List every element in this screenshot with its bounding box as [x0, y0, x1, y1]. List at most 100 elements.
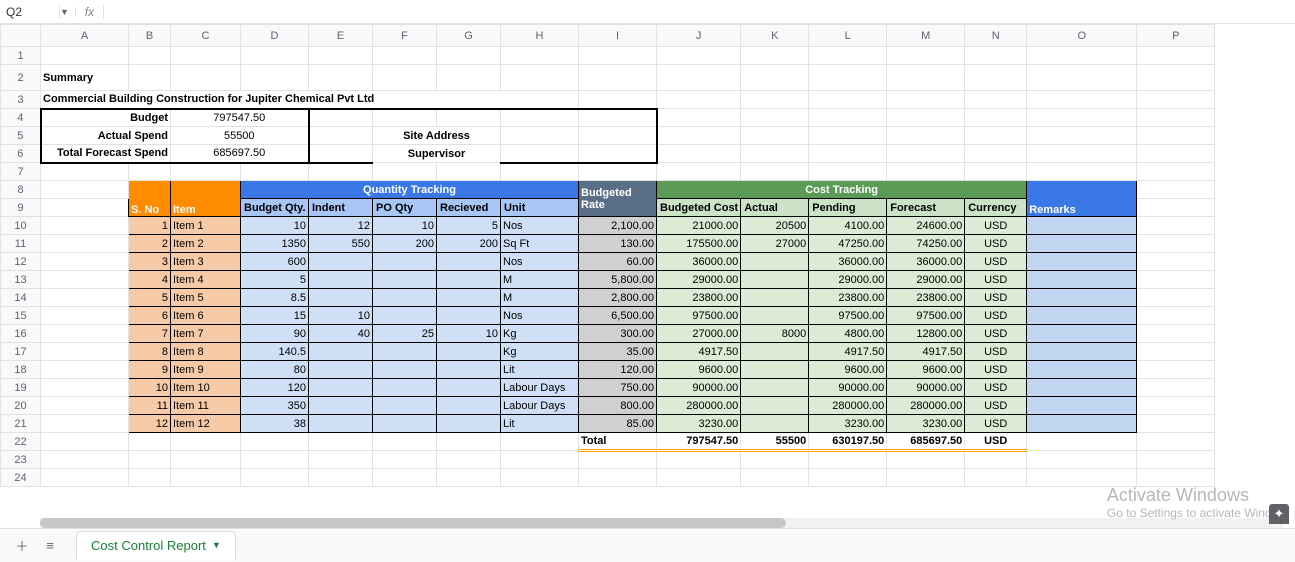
- cell[interactable]: [309, 163, 373, 181]
- cell[interactable]: [501, 145, 579, 163]
- data-cell[interactable]: 800.00: [579, 397, 657, 415]
- data-cell[interactable]: 200: [373, 235, 437, 253]
- row-header[interactable]: 7: [1, 163, 41, 181]
- horizontal-scrollbar[interactable]: [40, 518, 1283, 528]
- data-cell[interactable]: 9600.00: [809, 361, 887, 379]
- data-cell[interactable]: 5: [437, 217, 501, 235]
- data-cell[interactable]: Nos: [501, 307, 579, 325]
- column-header[interactable]: G: [437, 25, 501, 47]
- cell[interactable]: [501, 469, 579, 487]
- data-cell[interactable]: Item 4: [171, 271, 241, 289]
- cell[interactable]: [171, 433, 241, 451]
- data-cell[interactable]: 4100.00: [809, 217, 887, 235]
- cell[interactable]: [579, 145, 657, 163]
- formula-input[interactable]: [104, 2, 1295, 22]
- data-cell[interactable]: [373, 271, 437, 289]
- data-cell[interactable]: Kg: [501, 325, 579, 343]
- data-cell[interactable]: 5,800.00: [579, 271, 657, 289]
- data-cell[interactable]: 11: [129, 397, 171, 415]
- cell[interactable]: [887, 163, 965, 181]
- data-cell[interactable]: [437, 379, 501, 397]
- row-header[interactable]: 8: [1, 181, 41, 199]
- column-header[interactable]: I: [579, 25, 657, 47]
- cell[interactable]: [129, 433, 171, 451]
- cell[interactable]: [41, 289, 129, 307]
- data-cell[interactable]: 74250.00: [887, 235, 965, 253]
- data-cell[interactable]: 750.00: [579, 379, 657, 397]
- cell[interactable]: [41, 217, 129, 235]
- cell[interactable]: [129, 163, 171, 181]
- data-cell[interactable]: 5: [129, 289, 171, 307]
- row-header[interactable]: 4: [1, 109, 41, 127]
- cell[interactable]: [241, 469, 309, 487]
- data-cell[interactable]: 1: [129, 217, 171, 235]
- column-header[interactable]: A: [41, 25, 129, 47]
- cell[interactable]: [1137, 325, 1215, 343]
- data-cell[interactable]: [309, 415, 373, 433]
- data-cell[interactable]: [373, 379, 437, 397]
- data-cell[interactable]: 6,500.00: [579, 307, 657, 325]
- cell[interactable]: [501, 163, 579, 181]
- cell[interactable]: [129, 469, 171, 487]
- cell[interactable]: [657, 469, 741, 487]
- cell[interactable]: [41, 271, 129, 289]
- data-cell[interactable]: [1027, 361, 1137, 379]
- cell[interactable]: [965, 91, 1027, 109]
- totals-value[interactable]: 685697.50: [887, 433, 965, 451]
- cell[interactable]: [1137, 163, 1215, 181]
- data-cell[interactable]: 120.00: [579, 361, 657, 379]
- data-cell[interactable]: 23800.00: [887, 289, 965, 307]
- data-cell[interactable]: [1027, 415, 1137, 433]
- data-cell[interactable]: 23800.00: [809, 289, 887, 307]
- data-cell[interactable]: [1027, 397, 1137, 415]
- column-header[interactable]: P: [1137, 25, 1215, 47]
- cell[interactable]: [1027, 47, 1137, 65]
- cell[interactable]: [809, 145, 887, 163]
- data-cell[interactable]: 200: [437, 235, 501, 253]
- data-cell[interactable]: 36000.00: [657, 253, 741, 271]
- data-cell[interactable]: 2,100.00: [579, 217, 657, 235]
- group-header-quantity[interactable]: Quantity Tracking: [241, 181, 579, 199]
- cell[interactable]: [965, 47, 1027, 65]
- sheet-tab-caret-icon[interactable]: ▼: [212, 540, 221, 550]
- cell[interactable]: [41, 361, 129, 379]
- summary-subtitle[interactable]: Commercial Building Construction for Jup…: [41, 91, 579, 109]
- cell[interactable]: [437, 109, 501, 127]
- col-header-sno[interactable]: S. No: [129, 181, 171, 217]
- data-cell[interactable]: [309, 343, 373, 361]
- cell[interactable]: [741, 469, 809, 487]
- cell[interactable]: [741, 109, 809, 127]
- data-cell[interactable]: 2,800.00: [579, 289, 657, 307]
- cell[interactable]: [309, 433, 373, 451]
- cell[interactable]: [965, 145, 1027, 163]
- row-header[interactable]: 22: [1, 433, 41, 451]
- cell[interactable]: [579, 451, 657, 469]
- cell[interactable]: [657, 145, 741, 163]
- cell[interactable]: [887, 65, 965, 91]
- name-box-caret-icon[interactable]: ▼: [60, 7, 76, 17]
- cell[interactable]: [1027, 127, 1137, 145]
- data-cell[interactable]: 90000.00: [657, 379, 741, 397]
- data-cell[interactable]: 25: [373, 325, 437, 343]
- cell[interactable]: [171, 469, 241, 487]
- column-header[interactable]: K: [741, 25, 809, 47]
- row-header[interactable]: 11: [1, 235, 41, 253]
- cell[interactable]: [1027, 65, 1137, 91]
- cell[interactable]: [965, 109, 1027, 127]
- data-cell[interactable]: USD: [965, 379, 1027, 397]
- data-cell[interactable]: 12800.00: [887, 325, 965, 343]
- data-cell[interactable]: 140.5: [241, 343, 309, 361]
- cell[interactable]: [41, 253, 129, 271]
- cell[interactable]: [1137, 253, 1215, 271]
- cell[interactable]: [241, 451, 309, 469]
- data-cell[interactable]: Item 9: [171, 361, 241, 379]
- row-header[interactable]: 13: [1, 271, 41, 289]
- row-header[interactable]: 15: [1, 307, 41, 325]
- cell[interactable]: [887, 47, 965, 65]
- row-header[interactable]: 18: [1, 361, 41, 379]
- cell[interactable]: [1137, 235, 1215, 253]
- cell[interactable]: [41, 163, 129, 181]
- summary-value[interactable]: 685697.50: [171, 145, 309, 163]
- data-cell[interactable]: Item 2: [171, 235, 241, 253]
- row-header[interactable]: 2: [1, 65, 41, 91]
